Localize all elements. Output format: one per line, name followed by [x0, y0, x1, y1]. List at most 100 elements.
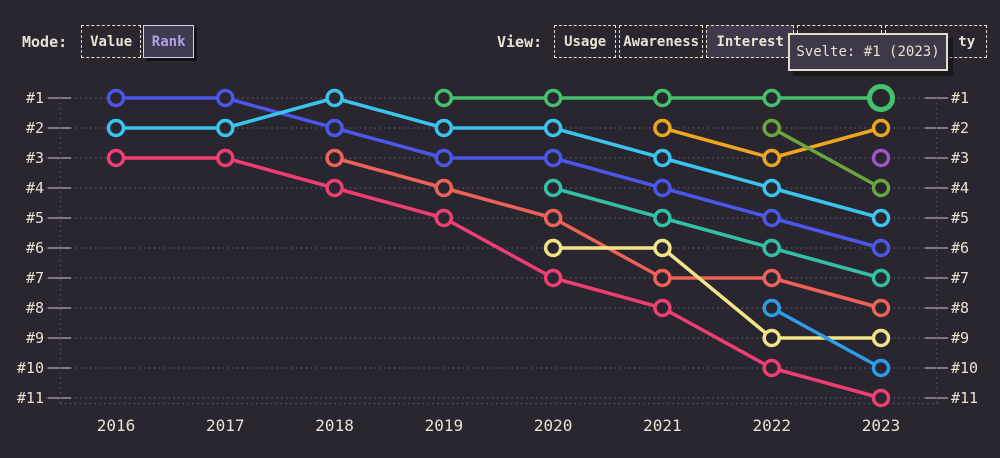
- series-line-series-salmon: [332, 156, 883, 310]
- data-point-svelte-green-2020[interactable]: [543, 88, 563, 108]
- view-option-awareness[interactable]: Awareness: [619, 25, 704, 58]
- data-point-series-teal-2023[interactable]: [871, 268, 891, 288]
- rank-label-right: #10: [951, 359, 978, 377]
- year-label: 2023: [862, 416, 901, 435]
- series-line-series-blue: [114, 96, 883, 250]
- data-point-series-olive-2023[interactable]: [871, 178, 891, 198]
- tooltip-text: Svelte: #1 (2023): [796, 44, 940, 60]
- rank-label-right: #2: [951, 119, 969, 137]
- data-point-series-orange-2023[interactable]: [871, 118, 891, 138]
- data-point-series-pink-2016[interactable]: [106, 148, 126, 168]
- year-label: 2016: [97, 416, 136, 435]
- data-point-series-purple-2023[interactable]: [871, 148, 891, 168]
- data-point-series-blue-2017[interactable]: [216, 88, 235, 108]
- data-point-svelte-green-2023[interactable]: [867, 84, 896, 112]
- data-point-series-blue-2016[interactable]: [106, 88, 126, 108]
- series-line-series-cyan: [114, 96, 883, 220]
- rank-label-left: #1: [26, 89, 44, 107]
- rank-label-left: #7: [26, 269, 44, 287]
- series-line-series-olive: [769, 126, 883, 190]
- data-point-series-yellow-2020[interactable]: [543, 238, 563, 258]
- series-line-series-teal: [551, 186, 883, 280]
- data-point-series-teal-2021[interactable]: [653, 208, 672, 228]
- rank-label-left: #9: [26, 329, 44, 347]
- mode-toggle-group: Mode: Value Rank: [22, 25, 195, 58]
- data-point-series-blue-2018[interactable]: [325, 118, 344, 138]
- point-tooltip: Svelte: #1 (2023): [788, 33, 948, 71]
- view-toggle-group: View: Usage Awareness Interest ty: [497, 25, 988, 58]
- data-point-series-cyan-2020[interactable]: [543, 118, 563, 138]
- data-point-series-yellow-2023[interactable]: [871, 328, 891, 348]
- data-point-series-pink-2021[interactable]: [653, 298, 672, 318]
- data-point-series-cyan-2018[interactable]: [325, 88, 344, 108]
- data-point-series-salmon-2020[interactable]: [543, 208, 563, 228]
- data-point-svelte-green-2021[interactable]: [653, 88, 672, 108]
- data-point-series-yellow-2021[interactable]: [653, 238, 672, 258]
- data-point-series-cyan-2017[interactable]: [216, 118, 235, 138]
- data-point-series-salmon-2022[interactable]: [762, 268, 781, 288]
- data-point-series-pink-2023[interactable]: [871, 388, 891, 408]
- data-point-series-blue-2022[interactable]: [762, 208, 781, 228]
- rank-label-left: #8: [26, 299, 44, 317]
- year-label: 2017: [206, 416, 245, 435]
- rank-label-right: #3: [951, 149, 969, 167]
- data-point-series-cyan-2016[interactable]: [106, 118, 126, 138]
- data-point-series-salmon-2021[interactable]: [653, 268, 672, 288]
- data-point-series-salmon-2019[interactable]: [434, 178, 454, 198]
- data-point-series-blue-2019[interactable]: [434, 148, 454, 168]
- year-label: 2019: [425, 416, 464, 435]
- rank-label-left: #5: [26, 209, 44, 227]
- data-point-series-pink-2017[interactable]: [216, 148, 235, 168]
- rank-label-left: #2: [26, 119, 44, 137]
- data-point-svelte-green-2019[interactable]: [434, 88, 454, 108]
- data-point-series-pink-2018[interactable]: [325, 178, 344, 198]
- rank-label-right: #7: [951, 269, 969, 287]
- data-point-series-olive-2022[interactable]: [762, 118, 781, 138]
- data-point-series-pink-2019[interactable]: [434, 208, 454, 228]
- year-label: 2021: [643, 416, 682, 435]
- data-point-series-azure-2022[interactable]: [762, 298, 781, 318]
- rank-label-right: #5: [951, 209, 969, 227]
- data-point-series-cyan-2022[interactable]: [762, 178, 781, 198]
- data-point-series-pink-2020[interactable]: [543, 268, 563, 288]
- rank-label-left: #10: [17, 359, 44, 377]
- data-point-svelte-green-2022[interactable]: [762, 88, 781, 108]
- rank-label-right: #11: [951, 389, 978, 407]
- view-option-interest[interactable]: Interest: [706, 25, 795, 58]
- data-point-series-salmon-2023[interactable]: [871, 298, 891, 318]
- data-point-series-blue-2021[interactable]: [653, 178, 672, 198]
- year-label: 2020: [534, 416, 573, 435]
- data-point-series-orange-2022[interactable]: [762, 148, 781, 168]
- data-point-series-teal-2020[interactable]: [543, 178, 563, 198]
- view-label: View:: [497, 32, 543, 51]
- year-label: 2018: [315, 416, 354, 435]
- mode-option-value[interactable]: Value: [81, 25, 142, 58]
- data-point-series-azure-2023[interactable]: [871, 358, 891, 378]
- year-label: 2022: [752, 416, 791, 435]
- data-point-series-blue-2020[interactable]: [543, 148, 563, 168]
- data-point-series-cyan-2019[interactable]: [434, 118, 454, 138]
- rank-label-right: #6: [951, 239, 969, 257]
- rank-label-left: #6: [26, 239, 44, 257]
- view-option-usage[interactable]: Usage: [554, 25, 617, 58]
- rank-label-right: #4: [951, 179, 969, 197]
- rank-label-right: #9: [951, 329, 969, 347]
- series-line-series-pink: [114, 156, 883, 400]
- data-point-series-blue-2023[interactable]: [871, 238, 891, 258]
- rank-label-right: #8: [951, 299, 969, 317]
- data-point-series-teal-2022[interactable]: [762, 238, 781, 258]
- rank-label-left: #4: [26, 179, 44, 197]
- data-point-series-salmon-2018[interactable]: [325, 148, 344, 168]
- data-point-series-pink-2022[interactable]: [762, 358, 781, 378]
- data-point-series-cyan-2023[interactable]: [871, 208, 891, 228]
- data-point-series-orange-2021[interactable]: [653, 118, 672, 138]
- rank-label-right: #1: [951, 89, 969, 107]
- series-line-series-azure: [769, 306, 883, 370]
- mode-option-rank[interactable]: Rank: [143, 25, 195, 58]
- rank-label-left: #11: [17, 389, 44, 407]
- rank-label-left: #3: [26, 149, 44, 167]
- data-point-series-yellow-2022[interactable]: [762, 328, 781, 348]
- data-point-series-cyan-2021[interactable]: [653, 148, 672, 168]
